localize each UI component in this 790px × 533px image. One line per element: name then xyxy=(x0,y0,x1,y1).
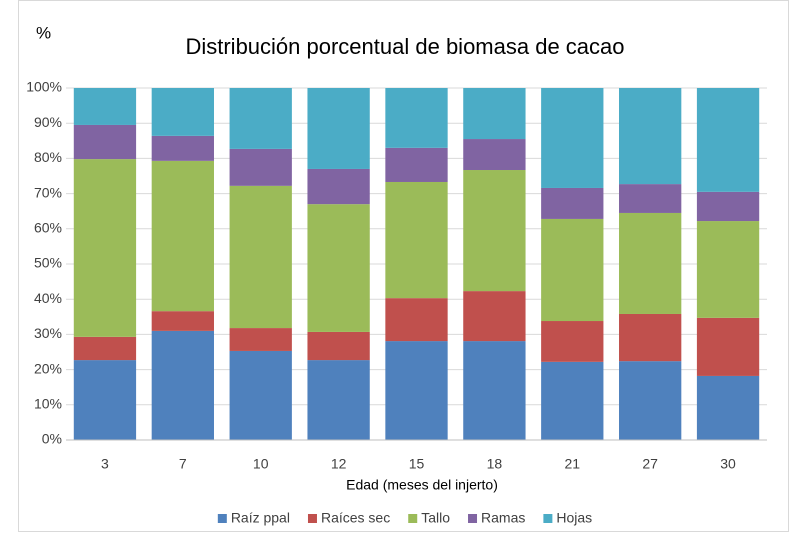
bar-segment xyxy=(696,221,760,318)
bar-segment xyxy=(229,148,292,186)
bar-segment xyxy=(151,135,214,161)
bar-segment xyxy=(696,88,760,192)
bar-segment xyxy=(619,184,682,213)
bar-segment xyxy=(463,291,526,342)
x-tick-label: 21 xyxy=(564,456,580,472)
y-tick-label: 90% xyxy=(34,114,62,130)
bar-segment xyxy=(307,331,370,361)
bar-segment xyxy=(541,218,604,322)
bar-segment xyxy=(619,313,682,362)
bar-segment xyxy=(73,159,137,337)
bar-segment xyxy=(229,328,292,351)
bar-segment xyxy=(696,375,760,440)
y-tick-label: 40% xyxy=(34,290,62,306)
bar-segment xyxy=(385,298,448,342)
bar-segment xyxy=(73,360,137,440)
legend-label: Hojas xyxy=(556,510,592,526)
legend-swatch xyxy=(307,514,317,523)
x-tick-label: 15 xyxy=(409,456,425,472)
y-tick-label: 100% xyxy=(26,79,62,95)
chart-frame xyxy=(18,0,789,532)
bar-segment xyxy=(463,88,526,140)
bar-segment xyxy=(463,170,526,292)
bar-segment xyxy=(463,139,526,171)
bar-segment xyxy=(151,330,214,440)
bar-segment xyxy=(385,88,448,148)
bar-segment xyxy=(619,88,682,185)
bar-segment xyxy=(229,88,292,149)
y-tick-label: 0% xyxy=(42,431,62,447)
y-tick-label: 80% xyxy=(34,149,62,165)
bar-segment xyxy=(385,341,448,440)
y-tick-label: 30% xyxy=(34,325,62,341)
bar-segment xyxy=(463,341,526,440)
legend-label: Raíces sec xyxy=(321,510,390,526)
bar-segment xyxy=(229,185,292,329)
y-tick-label: 70% xyxy=(34,184,62,200)
bar-segment xyxy=(307,360,370,440)
bar-segment xyxy=(151,160,214,312)
y-tick-label: 50% xyxy=(34,255,62,271)
bar-segment xyxy=(151,88,214,136)
bar-segment xyxy=(151,311,214,331)
bar-segment xyxy=(73,88,137,125)
bar-segment xyxy=(229,350,292,440)
bar-segment xyxy=(619,212,682,314)
y-tick-label: 10% xyxy=(34,396,62,412)
bar-segment xyxy=(541,361,604,440)
x-tick-label: 10 xyxy=(253,456,269,472)
legend-swatch xyxy=(543,514,553,523)
bar-segment xyxy=(385,147,448,182)
legend-label: Raíz ppal xyxy=(231,510,290,526)
bar-segment xyxy=(73,336,137,361)
bar-segment xyxy=(307,88,370,169)
bar-segment xyxy=(307,204,370,332)
y-tick-label: 20% xyxy=(34,360,62,376)
bar-segment xyxy=(307,168,370,205)
x-tick-label: 3 xyxy=(101,456,109,472)
legend-swatch xyxy=(468,514,478,523)
legend-swatch xyxy=(408,514,418,523)
x-tick-label: 7 xyxy=(179,456,187,472)
bar-segment xyxy=(541,187,604,219)
chart-title: Distribución porcentual de biomasa de ca… xyxy=(185,34,624,59)
bar-segment xyxy=(696,191,760,222)
bar-segment xyxy=(541,321,604,362)
x-axis-label: Edad (meses del injerto) xyxy=(346,477,498,493)
bar-segment xyxy=(385,181,448,299)
x-tick-label: 27 xyxy=(642,456,658,472)
legend-label: Tallo xyxy=(421,510,450,526)
bar-segment xyxy=(541,88,604,188)
bar-segment xyxy=(73,124,137,160)
bar-segment xyxy=(696,317,760,376)
x-tick-label: 18 xyxy=(487,456,503,472)
bar-segment xyxy=(619,361,682,440)
x-tick-label: 12 xyxy=(331,456,347,472)
legend-swatch xyxy=(217,514,227,523)
y-axis-label: % xyxy=(36,23,51,42)
y-tick-label: 60% xyxy=(34,220,62,236)
x-tick-label: 30 xyxy=(720,456,736,472)
legend-label: Ramas xyxy=(481,510,525,526)
